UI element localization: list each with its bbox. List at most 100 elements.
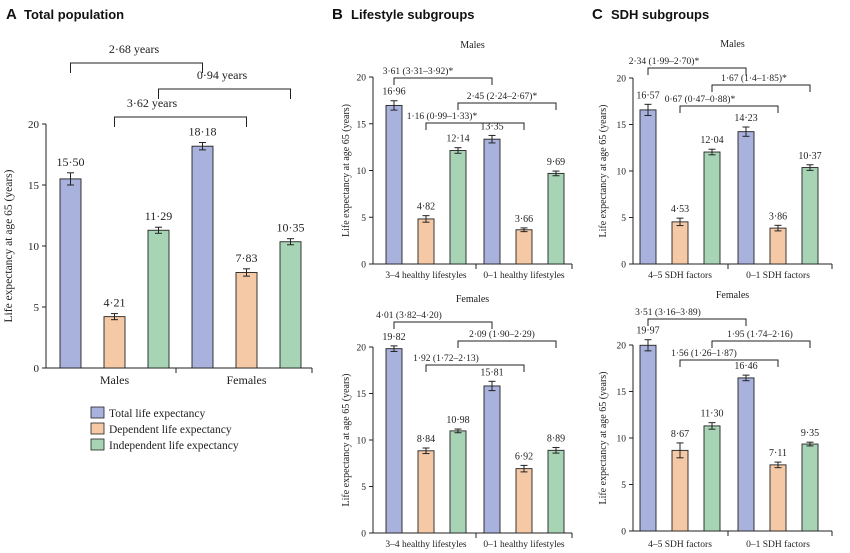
data-label: 16·46 <box>734 361 757 372</box>
y-axis-label: Life expectancy at age 65 (years) <box>341 374 352 507</box>
legend-item-dependent: Dependent life expectancy <box>90 422 232 436</box>
data-label: 15·50 <box>57 155 85 169</box>
data-label: 16·96 <box>382 87 405 98</box>
data-label: 3·66 <box>515 214 533 225</box>
panel-a-title: Total population <box>24 7 124 22</box>
panel-a-letter: A <box>6 6 17 23</box>
data-label: 19·82 <box>382 332 405 343</box>
x-category-label: Females <box>227 373 267 387</box>
legend-item-total: Total life expectancy <box>90 406 206 420</box>
legend-label-independent: Independent life expectancy <box>109 440 239 452</box>
bar-dependent <box>417 450 435 534</box>
legend-label-total: Total life expectancy <box>109 408 206 420</box>
x-category-label: 0–1 healthy lifestyles <box>483 270 565 281</box>
comparison-label: 2·09 (1·90–2·29) <box>469 329 535 340</box>
legend-item-independent: Independent life expectancy <box>90 438 239 452</box>
comparison-label: 3·51 (3·16–3·89) <box>635 307 701 318</box>
comparison-bracket <box>393 77 493 85</box>
bar-total <box>737 377 755 532</box>
legend-swatch-independent <box>90 438 105 451</box>
data-label: 4·21 <box>104 296 126 310</box>
y-tick-label: 10 <box>617 168 627 178</box>
data-label: 11·29 <box>145 209 173 223</box>
comparison-label: 0·67 (0·47–0·88)* <box>665 94 736 105</box>
data-label: 3·86 <box>769 211 787 222</box>
bar-independent <box>801 443 819 532</box>
comparison-label: 3·62 years <box>127 96 178 110</box>
comparison-label: 1·95 (1·74–2·16) <box>727 329 793 340</box>
data-label: 7·83 <box>236 251 258 265</box>
comparison-label: 4·01 (3·82–4·20) <box>376 310 442 321</box>
comparison-bracket <box>647 67 747 75</box>
comparison-label: 1·67 (1·4–1·85)* <box>721 73 787 84</box>
bar-dependent <box>769 227 787 265</box>
data-label: 7·11 <box>769 448 787 459</box>
data-label: 4·53 <box>671 204 689 215</box>
comparison-label: 2·45 (2·24–2·67)* <box>467 91 538 102</box>
bar-total <box>59 178 82 369</box>
data-label: 10·37 <box>798 151 821 162</box>
x-category-label: 0–1 healthy lifestyles <box>483 539 565 550</box>
y-tick-label: 5 <box>361 214 366 224</box>
y-tick-label: 20 <box>617 75 627 85</box>
bar-total <box>191 145 214 369</box>
data-label: 19·97 <box>636 326 659 337</box>
bar-independent <box>801 167 819 265</box>
y-tick-label: 0 <box>361 261 366 271</box>
y-tick-label: 10 <box>617 435 627 445</box>
y-tick-label: 5 <box>621 214 626 224</box>
y-axis-label: Life expectancy at age 65 (years) <box>341 104 352 237</box>
comparison-bracket <box>70 62 203 73</box>
data-label: 18·18 <box>189 125 217 139</box>
data-label: 9·35 <box>801 428 819 439</box>
x-category-label: Males <box>100 373 130 387</box>
data-label: 11·30 <box>701 409 724 420</box>
y-tick-label: 20 <box>357 344 367 354</box>
y-tick-label: 20 <box>357 74 367 84</box>
y-tick-label: 0 <box>621 261 626 271</box>
data-label: 12·04 <box>700 135 723 146</box>
data-label: 12·14 <box>446 134 469 145</box>
data-label: 9·69 <box>547 157 565 168</box>
y-tick-label: 15 <box>357 390 367 400</box>
chart-subtitle: Males <box>720 39 745 50</box>
comparison-label: 3·61 (3·31–3·92)* <box>383 66 454 77</box>
bar-dependent <box>417 218 435 265</box>
comparison-bracket <box>425 122 525 130</box>
y-tick-label: 10 <box>357 167 367 177</box>
bar-total <box>385 104 403 265</box>
panel-b-letter: B <box>332 6 343 23</box>
bar-independent <box>547 172 565 265</box>
data-label: 16·57 <box>636 90 659 101</box>
bar-total <box>737 131 755 265</box>
bar-dependent <box>671 221 689 265</box>
chart-b1: Males Life expectancy at age 65 (years) 0 5… <box>341 40 573 281</box>
y-tick-label: 20 <box>28 119 40 131</box>
data-label: 8·84 <box>417 434 435 445</box>
legend-label-dependent: Dependent life expectancy <box>109 424 232 436</box>
x-category-label: 3–4 healthy lifestyles <box>385 539 467 550</box>
comparison-bracket <box>457 340 557 348</box>
data-label: 14·23 <box>734 113 757 124</box>
data-label: 4·82 <box>417 202 435 213</box>
y-tick-label: 20 <box>617 342 627 352</box>
y-tick-label: 15 <box>617 388 627 398</box>
bar-independent <box>449 150 467 265</box>
comparison-bracket <box>158 88 291 99</box>
comparison-bracket <box>425 364 525 372</box>
charts-layer: Life expectancy at age 65 (years) 0 5 10 15 2… <box>3 39 833 550</box>
panel-b-title: Lifestyle subgroups <box>351 7 475 22</box>
data-label: 8·67 <box>671 429 689 440</box>
chart-subtitle: Females <box>716 290 749 301</box>
y-tick-label: 0 <box>34 363 40 375</box>
bar-independent <box>147 229 170 369</box>
chart-b2: Females Life expectancy at age 65 (years)… <box>341 294 573 550</box>
x-category-label: 4–5 SDH factors <box>648 539 712 550</box>
bar-total <box>483 385 501 534</box>
comparison-bracket <box>647 318 747 326</box>
bar-total <box>385 348 403 534</box>
y-tick-label: 5 <box>34 302 40 314</box>
bar-total <box>639 344 657 532</box>
bar-dependent <box>769 464 787 532</box>
y-axis-label: Life expectancy at age 65 (years) <box>598 105 609 238</box>
